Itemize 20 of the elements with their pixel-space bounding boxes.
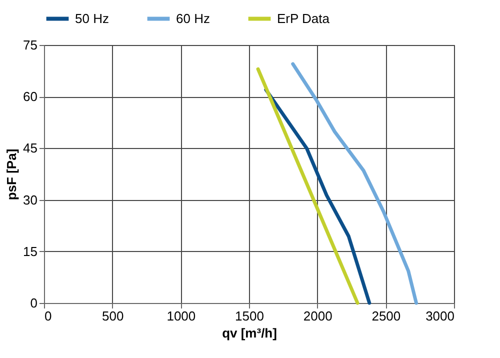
x-tick-label: 500: [102, 308, 124, 324]
x-tick-label: 3000: [426, 308, 454, 324]
x-tick-label: 1500: [235, 308, 264, 324]
y-tick-label: 45: [23, 140, 38, 156]
line-series: [291, 62, 418, 305]
y-tick-label: 60: [23, 89, 38, 104]
x-tick-label: 0: [44, 308, 52, 324]
legend-label: ErP Data: [277, 10, 330, 26]
y-tick-label: 30: [23, 192, 38, 208]
y-tick-label: 15: [23, 244, 38, 259]
line-series: [264, 88, 372, 305]
x-axis-title: qv [m³/h]: [222, 326, 277, 340]
legend-label: 60 Hz: [176, 10, 210, 26]
y-axis-title: psF [Pa]: [4, 148, 20, 200]
y-tick-label: 0: [30, 296, 38, 310]
legend-label: 50 Hz: [75, 10, 109, 26]
x-tick-label: 2000: [303, 308, 332, 324]
x-tick-label: 2500: [372, 308, 401, 324]
y-tick-label: 75: [23, 38, 38, 52]
x-tick-label: 1000: [166, 308, 196, 324]
